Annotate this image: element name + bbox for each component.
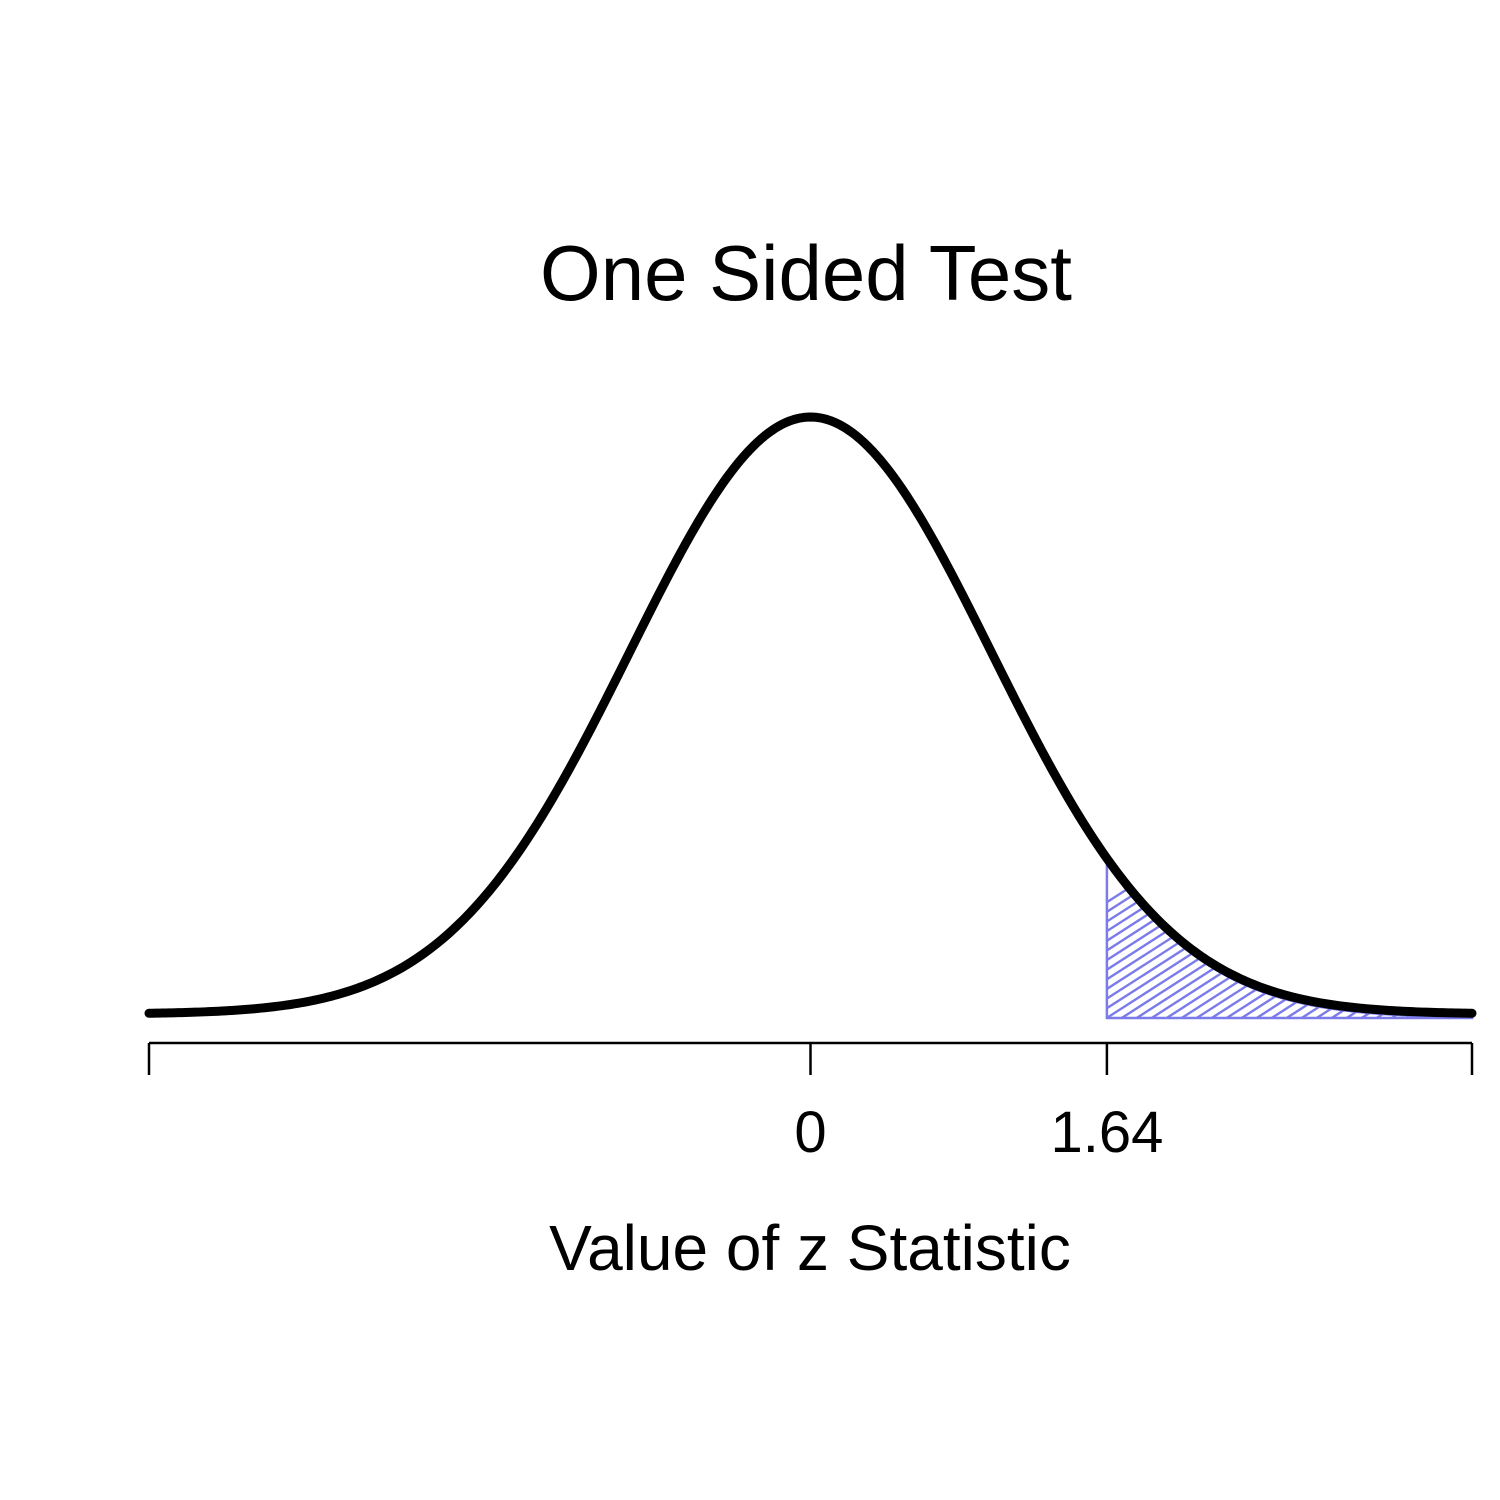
hatch-line: [1106, 862, 1205, 1018]
hatch-line: [1443, 862, 1472, 1018]
hatch-line: [1413, 862, 1472, 1018]
hatch-line: [1173, 862, 1460, 1018]
hatch-line: [1383, 862, 1472, 1018]
x-tick-label: 1.64: [1050, 1100, 1163, 1165]
hatch-line: [1106, 862, 1385, 1018]
hatch-line: [1106, 862, 1265, 1018]
hatch-line: [1458, 862, 1472, 1018]
hatch-line: [1106, 862, 1295, 1018]
hatch-line: [1218, 862, 1472, 1018]
hatch-line: [1188, 862, 1472, 1018]
hatch-line: [1293, 862, 1472, 1018]
x-tick-label: 0: [794, 1100, 826, 1165]
hatch-line: [1338, 862, 1472, 1018]
hatch-line: [1474, 840, 1500, 1023]
shaded-region: [1105, 840, 1500, 1023]
hatch-line: [1428, 862, 1472, 1018]
hatch-line: [1353, 862, 1472, 1018]
hatch-line: [1308, 862, 1472, 1018]
hatch-line: [1278, 862, 1472, 1018]
hatch-line: [1203, 862, 1472, 1018]
x-axis: 0 1.64: [147, 1041, 1474, 1165]
hatch-line: [1323, 862, 1472, 1018]
hatch-line: [1368, 862, 1472, 1018]
hatch-line: [1398, 862, 1472, 1018]
density-curve: [144, 412, 1477, 1018]
hatch-line: [1106, 862, 1370, 1018]
hatch-line: [1113, 862, 1400, 1018]
chart-title: One Sided Test: [540, 229, 1072, 317]
hatch-line: [1106, 862, 1280, 1018]
hatch-line: [1106, 862, 1235, 1018]
x-axis-title: Value of z Statistic: [549, 1212, 1071, 1284]
hatch-line: [1489, 840, 1500, 1023]
